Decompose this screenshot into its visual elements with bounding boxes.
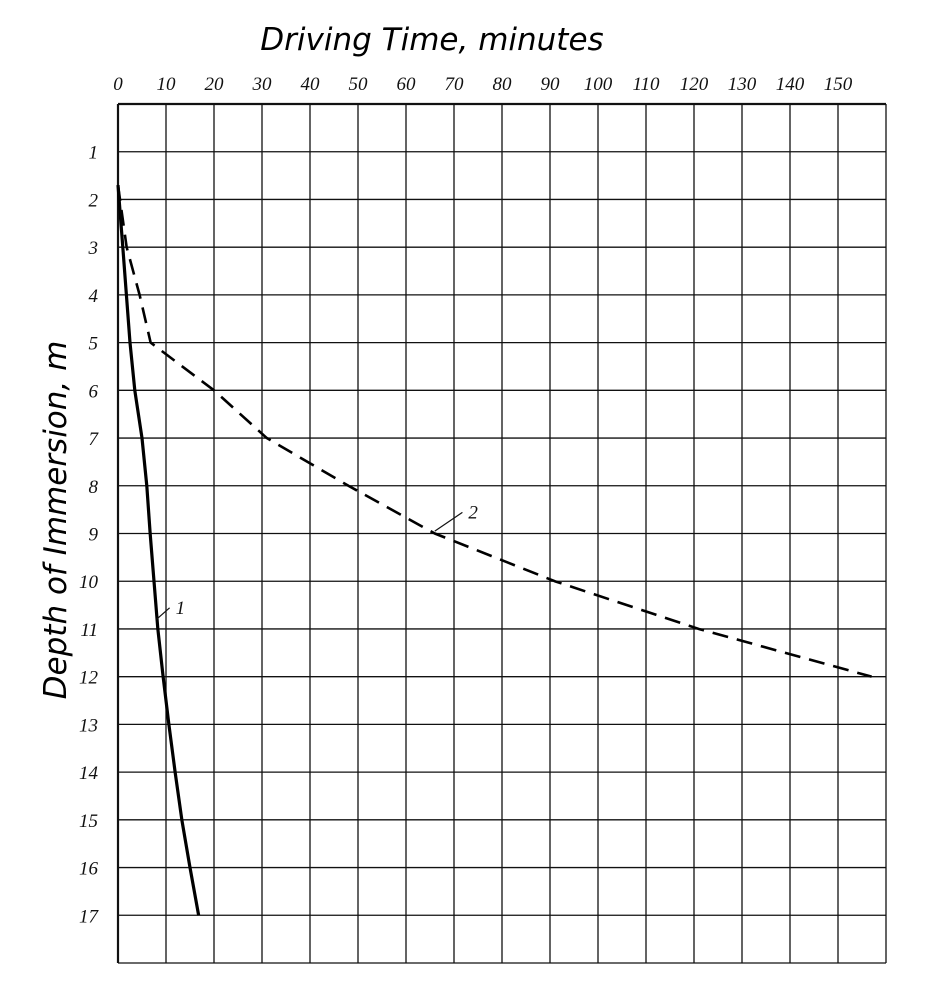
x-tick-label: 60: [397, 74, 417, 95]
y-tick-label: 11: [80, 620, 98, 641]
grid: [116, 102, 887, 964]
x-tick-label: 110: [632, 74, 660, 95]
y-tick-label: 17: [79, 906, 100, 927]
x-tick-label: 100: [584, 74, 613, 95]
chart-title: Driving Time, minutes: [260, 22, 603, 58]
x-tick-label: 130: [728, 74, 757, 95]
y-tick-label: 13: [79, 715, 98, 736]
y-tick-label: 10: [79, 572, 99, 593]
series-label-leader: [434, 511, 463, 532]
x-tick-label: 30: [252, 74, 273, 95]
series-line-2: [116, 184, 872, 678]
series-group: 12: [116, 184, 872, 916]
x-tick-labels: 0 10 20 30 40 50 60 70 80 90 100 110 120 130 140 150: [113, 74, 853, 95]
y-tick-label: 3: [88, 238, 99, 259]
y-tick-label: 12: [79, 668, 99, 689]
x-tick-label: 80: [493, 74, 513, 95]
x-tick-label: 10: [157, 74, 177, 95]
y-tick-label: 7: [89, 429, 100, 450]
series-label: 1: [176, 598, 186, 619]
y-tick-label: 8: [89, 477, 99, 498]
x-tick-label: 90: [541, 74, 561, 95]
y-tick-label: 1: [89, 143, 99, 164]
x-tick-label: 20: [205, 74, 225, 95]
x-tick-label: 0: [113, 74, 123, 95]
y-tick-label: 15: [79, 811, 98, 832]
series-label: 2: [468, 502, 478, 523]
series-label-leader: [156, 607, 170, 620]
x-tick-label: 120: [680, 74, 709, 95]
y-tick-label: 14: [79, 763, 99, 784]
x-tick-label: 140: [776, 74, 805, 95]
y-tick-label: 6: [89, 381, 99, 402]
x-tick-label: 40: [301, 74, 321, 95]
x-tick-label: 150: [824, 74, 853, 95]
y-tick-label: 5: [89, 334, 99, 355]
y-tick-label: 4: [89, 286, 99, 307]
series-line-1: [116, 185, 201, 916]
y-axis-label: Depth of Immersion, m: [38, 341, 74, 700]
y-tick-label: 16: [79, 859, 99, 880]
x-tick-label: 70: [445, 74, 465, 95]
y-tick-label: 2: [89, 190, 99, 211]
y-tick-label: 9: [89, 525, 99, 546]
x-tick-label: 50: [349, 74, 369, 95]
